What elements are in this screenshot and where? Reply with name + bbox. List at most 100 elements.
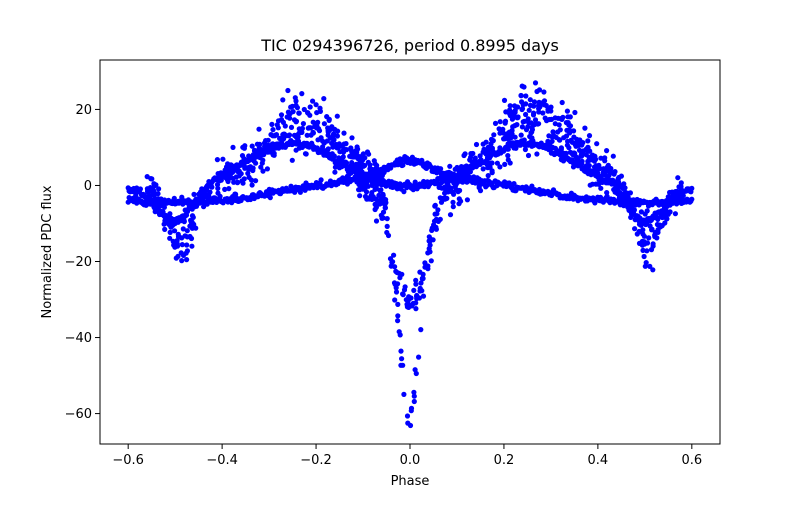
data-point — [676, 194, 682, 200]
data-point — [352, 154, 359, 160]
data-point — [393, 289, 400, 295]
data-point — [642, 218, 648, 224]
data-point — [559, 99, 565, 106]
data-point — [410, 300, 416, 307]
data-point — [532, 80, 539, 86]
x-tick-label: −0.4 — [206, 453, 238, 468]
data-point — [318, 177, 324, 183]
data-point — [462, 151, 468, 157]
data-point — [246, 174, 252, 180]
data-point — [360, 163, 366, 169]
x-axis-label: Phase — [391, 474, 430, 489]
data-point — [280, 97, 286, 103]
data-point — [334, 113, 340, 119]
data-point — [519, 106, 525, 113]
data-point — [220, 156, 226, 162]
data-point — [392, 297, 398, 303]
data-point — [639, 238, 646, 244]
data-point — [250, 167, 256, 174]
data-point — [425, 250, 431, 256]
data-point — [523, 127, 530, 133]
data-point — [555, 129, 561, 135]
data-point — [228, 162, 234, 168]
data-point — [644, 208, 650, 214]
data-point — [427, 238, 433, 244]
data-point — [272, 133, 278, 139]
data-point — [642, 263, 648, 269]
data-point — [385, 232, 392, 239]
data-point — [416, 354, 422, 360]
data-point — [308, 132, 314, 138]
data-point — [179, 235, 185, 241]
data-point — [162, 215, 168, 221]
data-point — [536, 87, 543, 93]
data-point — [401, 391, 407, 397]
data-point — [450, 199, 456, 205]
data-point — [500, 130, 506, 136]
data-point — [577, 137, 583, 143]
data-point — [234, 162, 240, 168]
data-point — [329, 140, 335, 146]
data-point — [634, 231, 640, 237]
data-point — [341, 146, 347, 152]
data-point — [587, 168, 593, 174]
data-point — [620, 185, 626, 191]
data-point — [676, 184, 682, 190]
data-point — [307, 104, 313, 110]
data-point — [144, 174, 150, 180]
data-point — [523, 93, 529, 99]
data-point — [413, 370, 419, 377]
data-point — [458, 164, 464, 170]
data-point — [494, 160, 500, 166]
data-point — [155, 207, 161, 213]
data-point — [357, 193, 363, 199]
data-point — [641, 253, 647, 260]
data-point — [304, 132, 310, 138]
data-point — [293, 119, 299, 125]
data-point — [507, 103, 513, 109]
data-point — [571, 134, 577, 140]
data-point — [269, 121, 275, 127]
data-point — [520, 119, 526, 125]
data-point — [161, 221, 167, 227]
data-point — [641, 233, 648, 239]
data-point — [207, 195, 213, 201]
data-point — [359, 157, 366, 163]
data-point — [593, 172, 599, 179]
data-point — [340, 154, 346, 160]
data-point — [168, 222, 174, 228]
data-point — [324, 148, 330, 154]
data-point — [508, 135, 514, 141]
data-point — [364, 149, 371, 155]
data-point — [271, 152, 277, 158]
data-point — [445, 181, 451, 187]
data-point — [316, 126, 322, 132]
data-point — [226, 175, 232, 181]
data-point — [301, 106, 307, 113]
data-point — [380, 191, 386, 197]
data-point — [305, 110, 311, 116]
y-axis-label: Normalized PDC flux — [40, 185, 55, 318]
data-point — [291, 132, 298, 138]
data-point — [512, 134, 518, 140]
data-point — [222, 186, 228, 192]
data-point — [655, 216, 661, 222]
data-point — [521, 137, 527, 143]
data-point — [463, 163, 469, 169]
data-point — [344, 173, 350, 179]
data-point — [364, 196, 370, 202]
data-point — [296, 110, 302, 116]
data-point — [438, 199, 445, 205]
data-point — [477, 153, 483, 159]
data-point — [399, 356, 405, 362]
data-point — [565, 138, 571, 144]
data-point — [293, 147, 299, 153]
data-point — [214, 157, 220, 163]
data-point — [485, 173, 491, 179]
data-point — [534, 151, 540, 157]
data-point — [331, 131, 337, 137]
data-point — [399, 271, 405, 277]
data-point — [564, 108, 571, 114]
